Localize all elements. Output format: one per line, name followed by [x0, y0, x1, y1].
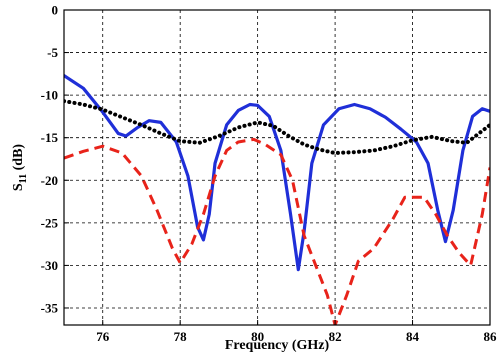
x-tick-label: 84 [406, 329, 420, 344]
x-tick-label: 82 [329, 329, 342, 344]
y-tick-label: -15 [41, 130, 59, 145]
y-axis-title: S11 (dB) [11, 144, 29, 192]
y-axis-title-unit: (dB) [11, 144, 26, 174]
y-tick-label: -25 [41, 215, 59, 230]
y-axis-title-main: S [11, 183, 26, 191]
y-axis-title-subscript: 11 [18, 174, 29, 183]
y-tick-label: -10 [41, 88, 58, 103]
series-line-dashed [64, 137, 490, 325]
plot-frame [63, 9, 491, 326]
x-axis-title: Frequency (GHz) [225, 338, 330, 353]
y-tick-label: 0 [52, 3, 59, 18]
y-tick-label: -20 [41, 173, 58, 188]
y-tick-label: -30 [41, 258, 58, 273]
series-line-dotted [64, 99, 490, 156]
series-line-solid [64, 73, 490, 272]
series-layer [64, 73, 490, 325]
y-tick-label: -5 [47, 45, 58, 60]
x-tick-label: 80 [251, 329, 264, 344]
x-tick-label: 78 [174, 329, 188, 344]
x-tick-label: 76 [96, 329, 110, 344]
tick-layer: 76 78 80 82 84 86 0 -5 -10 -15 -20 -25 -30 -35 [41, 3, 497, 345]
x-tick-label: 86 [484, 329, 498, 344]
grid-layer [64, 10, 490, 325]
y-tick-label: -35 [41, 300, 59, 315]
